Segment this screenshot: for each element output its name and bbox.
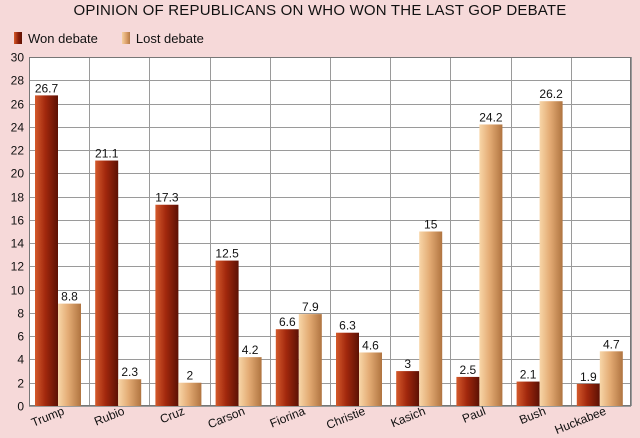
data-label-lost-rubio: 2.3	[121, 365, 138, 379]
legend-swatch-lost	[121, 32, 130, 44]
y-tick-label: 12	[11, 260, 25, 274]
bar-lost-bush	[539, 101, 563, 406]
data-label-won-rubio: 21.1	[95, 147, 119, 161]
y-tick-label: 28	[11, 74, 25, 88]
x-tick-label-huckabee: Huckabee	[553, 404, 609, 437]
y-tick-label: 6	[17, 330, 24, 344]
bar-won-carson	[215, 260, 239, 406]
legend: Won debate Lost debate	[14, 30, 228, 46]
x-tick-label-trump: Trump	[29, 404, 66, 430]
bar-lost-fiorina	[298, 314, 322, 406]
legend-entry-won: Won debate	[14, 31, 98, 46]
y-tick-label: 0	[17, 400, 24, 414]
y-tick-label: 30	[11, 51, 25, 65]
data-label-won-trump: 26.7	[35, 81, 59, 95]
data-label-lost-kasich: 15	[424, 218, 438, 232]
bar-won-kasich	[396, 371, 420, 406]
y-tick-label: 26	[11, 98, 25, 112]
bar-won-fiorina	[275, 329, 299, 406]
y-tick-label: 8	[17, 307, 24, 321]
bar-won-rubio	[95, 160, 119, 406]
legend-label-won: Won debate	[28, 30, 98, 46]
plot-frame	[29, 57, 631, 406]
x-tick-label-cruz: Cruz	[158, 404, 187, 426]
data-label-lost-trump: 8.8	[61, 290, 78, 304]
x-tick-label-kasich: Kasich	[389, 404, 428, 430]
data-label-won-cruz: 17.3	[155, 191, 179, 205]
bar-lost-carson	[238, 357, 262, 406]
y-tick-label: 16	[11, 214, 25, 228]
bar-lost-rubio	[118, 379, 142, 406]
data-label-lost-bush: 26.2	[539, 87, 563, 101]
data-label-won-huckabee: 1.9	[580, 370, 597, 384]
x-tick-label-bush: Bush	[517, 404, 548, 427]
data-label-lost-christie: 4.6	[362, 338, 379, 352]
bar-won-cruz	[155, 204, 179, 406]
y-tick-label: 22	[11, 144, 25, 158]
bar-lost-paul	[479, 124, 503, 407]
data-label-won-christie: 6.3	[339, 319, 356, 333]
bar-won-huckabee	[576, 383, 600, 406]
bar-lost-christie	[359, 352, 382, 406]
y-tick-label: 14	[11, 237, 25, 251]
x-tick-label-christie: Christie	[324, 404, 367, 432]
bar-won-christie	[336, 332, 359, 406]
bar-won-bush	[516, 381, 540, 406]
data-label-lost-carson: 4.2	[242, 343, 259, 357]
x-tick-label-fiorina: Fiorina	[268, 404, 308, 431]
y-tick-label: 2	[17, 377, 24, 391]
y-tick-label: 20	[11, 167, 25, 181]
x-tick-label-rubio: Rubio	[92, 404, 127, 429]
x-tick-label-carson: Carson	[206, 404, 247, 431]
bar-lost-cruz	[178, 382, 202, 406]
bar-lost-huckabee	[599, 351, 623, 406]
data-label-lost-huckabee: 4.7	[603, 337, 620, 351]
legend-label-lost: Lost debate	[135, 30, 204, 46]
bar-won-trump	[35, 95, 58, 406]
legend-entry-lost: Lost debate	[121, 30, 204, 46]
data-label-won-paul: 2.5	[460, 363, 477, 377]
data-label-won-carson: 12.5	[215, 247, 239, 261]
data-label-won-bush: 2.1	[520, 368, 537, 382]
bar-lost-kasich	[419, 231, 443, 406]
y-tick-label: 4	[17, 353, 24, 367]
bar-lost-trump	[58, 303, 81, 406]
bar-won-paul	[456, 376, 480, 406]
data-label-lost-paul: 24.2	[479, 110, 503, 124]
x-tick-label-paul: Paul	[460, 404, 488, 426]
y-tick-label: 10	[11, 284, 25, 298]
data-label-lost-fiorina: 7.9	[302, 300, 319, 314]
chart-title: OPINION OF REPUBLICANS ON WHO WON THE LA…	[73, 2, 567, 19]
data-label-lost-cruz: 2	[187, 369, 194, 383]
y-tick-label: 18	[11, 191, 25, 205]
data-label-won-kasich: 3	[404, 357, 411, 371]
legend-swatch-won	[14, 32, 22, 44]
y-tick-label: 24	[11, 121, 25, 135]
data-label-won-fiorina: 6.6	[279, 315, 296, 329]
